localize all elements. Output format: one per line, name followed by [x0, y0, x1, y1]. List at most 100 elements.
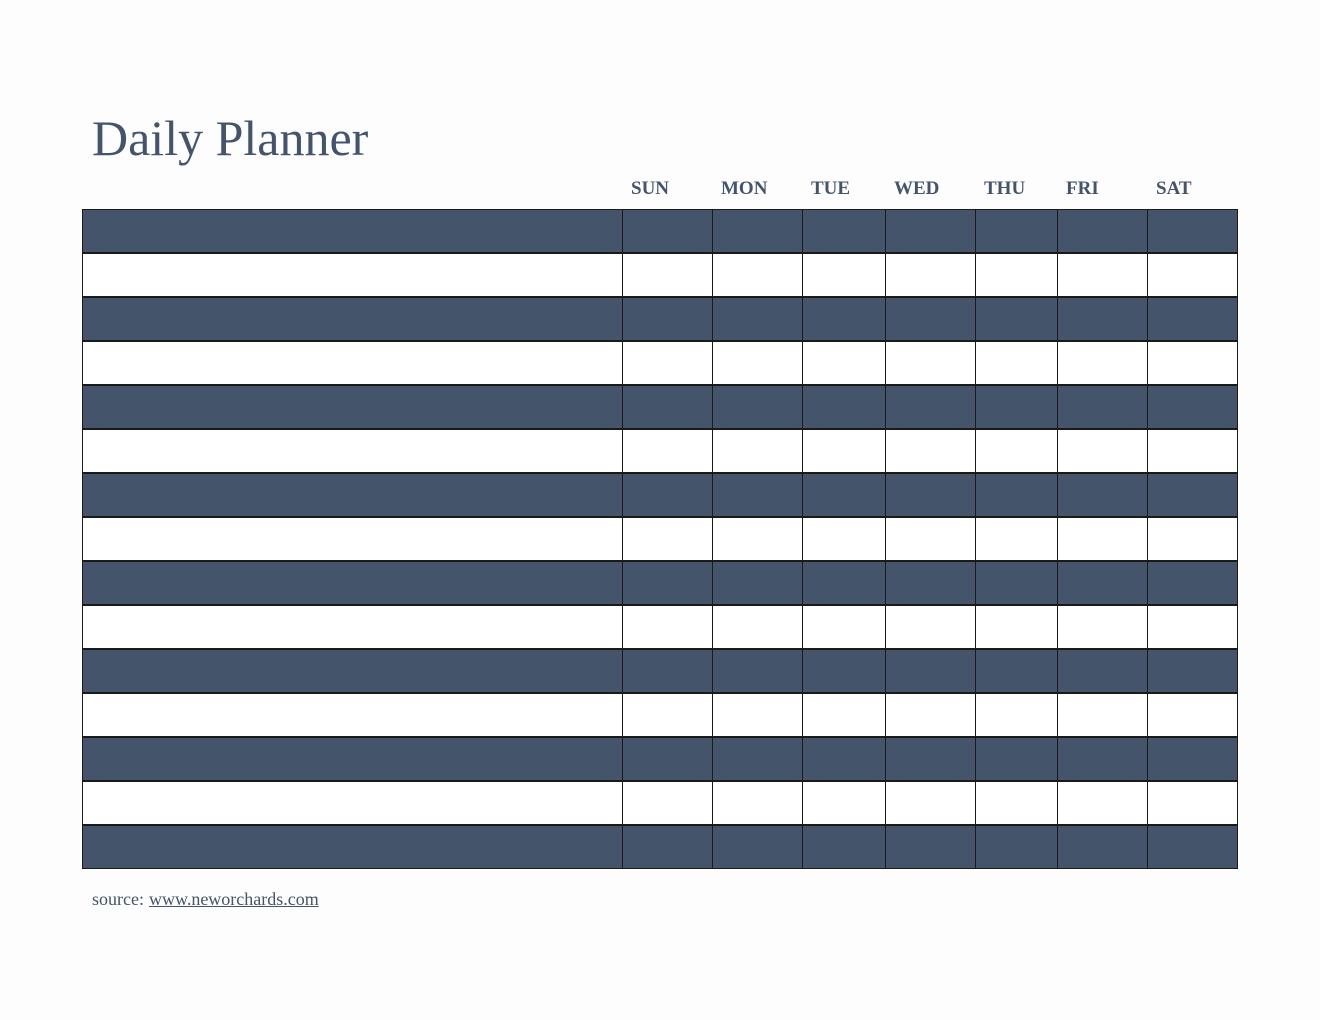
task-cell	[82, 209, 623, 253]
task-cell	[82, 341, 623, 385]
day-cell	[622, 693, 713, 737]
day-cell	[712, 561, 803, 605]
day-cell	[622, 605, 713, 649]
day-cell	[712, 385, 803, 429]
day-cell	[975, 825, 1058, 869]
task-cell	[82, 253, 623, 297]
day-cell	[802, 341, 886, 385]
day-cell	[1057, 737, 1148, 781]
day-cell	[975, 473, 1058, 517]
day-cell	[712, 429, 803, 473]
day-cell	[712, 693, 803, 737]
task-cell	[82, 385, 623, 429]
planner-row	[82, 473, 1238, 517]
day-cell	[802, 781, 886, 825]
day-cell	[975, 561, 1058, 605]
planner-row	[82, 209, 1238, 253]
planner-row	[82, 605, 1238, 649]
day-cell	[1147, 297, 1238, 341]
day-cell	[802, 605, 886, 649]
day-cell	[712, 341, 803, 385]
day-cell	[1147, 473, 1238, 517]
day-cell	[885, 649, 976, 693]
task-cell	[82, 825, 623, 869]
day-cell	[885, 341, 976, 385]
day-cell	[622, 737, 713, 781]
day-cell	[975, 253, 1058, 297]
title: Daily Planner	[92, 110, 369, 166]
day-cell	[802, 209, 886, 253]
task-cell	[82, 781, 623, 825]
day-cell	[802, 737, 886, 781]
day-cell	[622, 649, 713, 693]
day-cell	[1147, 781, 1238, 825]
day-cell	[802, 649, 886, 693]
day-cell	[975, 649, 1058, 693]
day-cell	[885, 297, 976, 341]
day-cell	[802, 473, 886, 517]
task-cell	[82, 737, 623, 781]
day-cell	[885, 693, 976, 737]
day-cell	[1147, 517, 1238, 561]
day-cell	[1057, 297, 1148, 341]
day-cell	[1057, 341, 1148, 385]
day-cell	[802, 517, 886, 561]
day-cell	[1147, 693, 1238, 737]
day-cell	[622, 429, 713, 473]
day-cell	[622, 781, 713, 825]
day-cell	[885, 385, 976, 429]
day-cell	[885, 561, 976, 605]
day-cell	[1147, 341, 1238, 385]
day-cell	[712, 473, 803, 517]
planner-row	[82, 517, 1238, 561]
day-cell	[885, 209, 976, 253]
day-cell	[1057, 209, 1148, 253]
task-cell	[82, 473, 623, 517]
day-cell	[1057, 693, 1148, 737]
day-cell	[1057, 517, 1148, 561]
day-cell	[622, 517, 713, 561]
planner-row	[82, 649, 1238, 693]
day-cell	[712, 605, 803, 649]
day-cell	[622, 341, 713, 385]
day-header: SUN	[631, 178, 670, 199]
day-cell	[975, 209, 1058, 253]
day-cell	[712, 649, 803, 693]
day-header: WED	[894, 178, 940, 199]
day-cell	[802, 385, 886, 429]
day-cell	[1147, 209, 1238, 253]
planner-row	[82, 561, 1238, 605]
day-cell	[1057, 385, 1148, 429]
day-cell	[622, 825, 713, 869]
day-cell	[1057, 253, 1148, 297]
day-cell	[975, 605, 1058, 649]
day-cell	[622, 385, 713, 429]
day-cell	[1057, 781, 1148, 825]
day-cell	[975, 429, 1058, 473]
source-link[interactable]: www.neworchards.com	[148, 889, 319, 909]
day-cell	[712, 297, 803, 341]
day-cell	[975, 385, 1058, 429]
planner-row	[82, 341, 1238, 385]
day-cell	[802, 825, 886, 869]
day-header: MON	[721, 178, 768, 199]
day-cell	[802, 693, 886, 737]
day-cell	[622, 209, 713, 253]
day-cell	[622, 253, 713, 297]
day-cell	[622, 297, 713, 341]
day-cell	[712, 781, 803, 825]
day-cell	[975, 737, 1058, 781]
source-label: source:	[92, 889, 144, 909]
day-cell	[802, 429, 886, 473]
day-cell	[885, 473, 976, 517]
day-cell	[802, 253, 886, 297]
day-header: FRI	[1066, 178, 1099, 199]
day-cell	[885, 781, 976, 825]
planner-row	[82, 297, 1238, 341]
day-cell	[1057, 561, 1148, 605]
day-cell	[885, 737, 976, 781]
day-cell	[1147, 385, 1238, 429]
planner-row	[82, 693, 1238, 737]
